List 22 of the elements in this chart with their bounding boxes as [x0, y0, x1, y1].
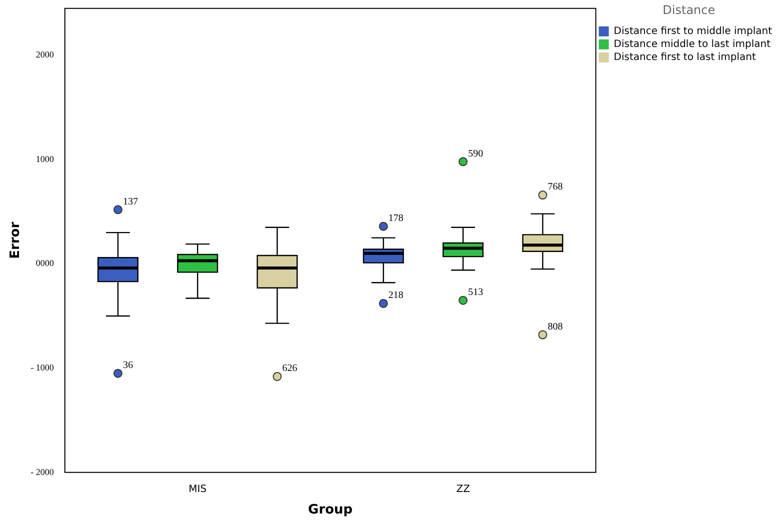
- legend-label: Distance first to last implant: [614, 52, 756, 63]
- legend-label: Distance first to middle implant: [614, 26, 772, 37]
- y-tick-label: 1000: [36, 154, 54, 164]
- x-tick-label: ZZ: [456, 484, 470, 495]
- y-tick-label: - 1000: [30, 362, 54, 372]
- x-axis-title: Group: [308, 502, 353, 518]
- annotation: 808: [548, 321, 563, 332]
- annotation: 218: [388, 290, 404, 302]
- annotation: 626: [282, 363, 298, 374]
- annotation: 36: [122, 360, 133, 371]
- annotation: 137: [122, 196, 138, 208]
- annotation: 178: [388, 212, 404, 224]
- legend-label: Distance middle to last implant: [614, 38, 771, 50]
- annotation: 768: [548, 182, 563, 193]
- legend-title: Distance: [662, 3, 716, 18]
- y-tick-label: 2000: [36, 50, 54, 60]
- y-tick-label: 0000: [36, 258, 54, 268]
- x-tick-label: MIS: [188, 484, 207, 495]
- y-tick-label: - 2000: [30, 466, 54, 477]
- annotation: 513: [468, 286, 484, 298]
- annotation: 590: [468, 148, 484, 160]
- y-axis-title: Error: [8, 221, 24, 259]
